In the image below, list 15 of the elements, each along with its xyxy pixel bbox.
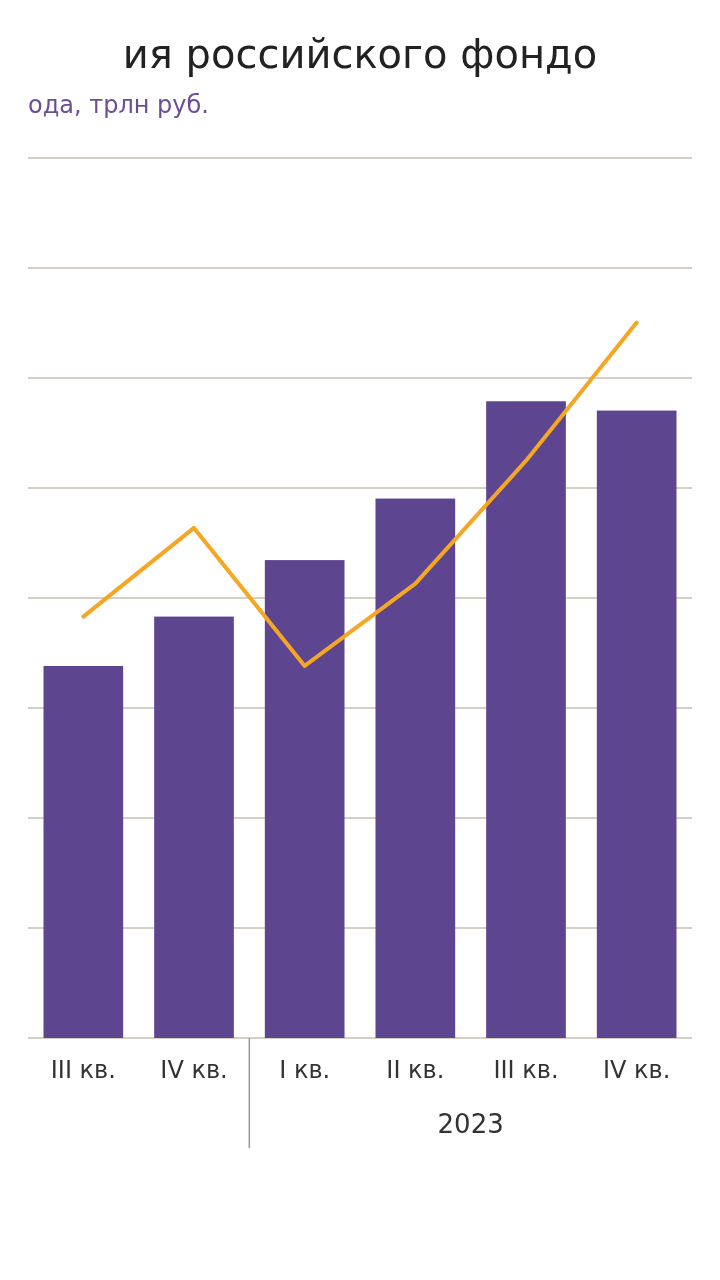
x-tick-label: I кв. xyxy=(279,1056,331,1084)
bar xyxy=(596,410,677,1038)
x-tick-label: IV кв. xyxy=(160,1056,228,1084)
bar xyxy=(375,498,456,1038)
chart-subtitle: ода, трлн руб. xyxy=(28,91,209,119)
x-tick-label: III кв. xyxy=(50,1056,116,1084)
chart-title: ия российского фондо xyxy=(122,31,598,77)
bar xyxy=(486,401,566,1038)
text: 2023 xyxy=(437,1109,504,1139)
x-tick-label: III кв. xyxy=(493,1056,559,1084)
x-tick-label: II кв. xyxy=(386,1056,445,1084)
bar xyxy=(154,616,234,1038)
bar xyxy=(43,665,124,1038)
x-tick-label: IV кв. xyxy=(602,1056,671,1084)
bar xyxy=(264,560,345,1038)
